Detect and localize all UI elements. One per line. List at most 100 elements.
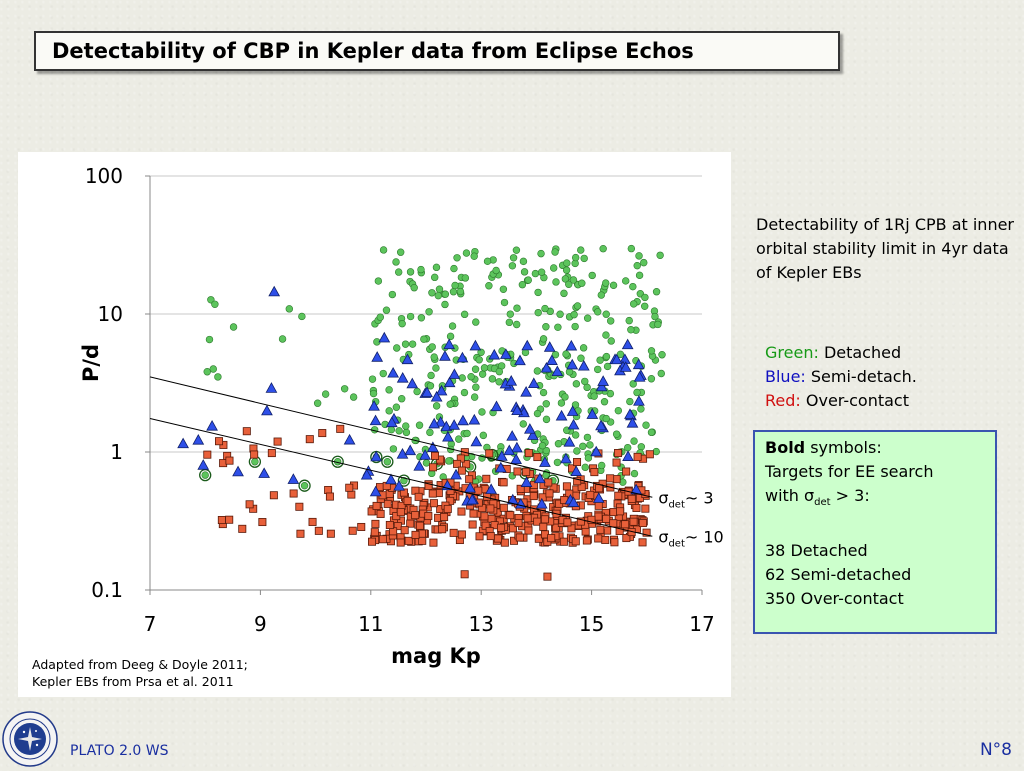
detached-point (432, 263, 441, 272)
over-contact-point (534, 534, 543, 543)
over-contact-point (308, 517, 317, 526)
detached-point (637, 405, 645, 413)
semi-detached-point (268, 285, 281, 297)
detached-point (657, 369, 665, 378)
legend-blue-key: Blue: (765, 367, 806, 386)
over-contact-point (428, 463, 437, 472)
semi-detached-point (404, 444, 417, 456)
semi-detached-point (488, 348, 501, 360)
detached-point (379, 369, 387, 378)
legend-green-key: Green: (765, 343, 819, 362)
semi-detached-point (369, 414, 382, 426)
over-contact-point (469, 509, 478, 518)
over-contact-point (305, 435, 314, 444)
over-contact-point (514, 518, 523, 527)
detached-point (471, 365, 480, 373)
detached-point (446, 332, 455, 341)
over-contact-point (524, 449, 533, 458)
over-contact-point (400, 526, 409, 535)
over-contact-point (633, 452, 642, 461)
detached-point (461, 274, 470, 282)
count-detached: 38 Detached (765, 541, 868, 561)
title-box: Detectability of CBP in Kepler data from… (34, 31, 840, 71)
semi-detached-point (378, 331, 391, 343)
detached-point-bold (383, 458, 392, 466)
x-axis-label: mag Kp (391, 644, 481, 668)
over-contact-point (571, 537, 580, 546)
over-contact-point (622, 467, 631, 476)
semi-detached-point (197, 459, 210, 470)
semi-detached-point (448, 419, 461, 430)
detached-point (581, 377, 589, 386)
semi-detached-point (406, 377, 419, 389)
detached-point (278, 335, 287, 343)
detached-point (420, 335, 428, 343)
detached-point (509, 254, 518, 262)
semi-detached-point (567, 496, 580, 507)
over-contact-point (493, 534, 502, 543)
detached-point-bold (251, 458, 259, 466)
semi-detached-point (610, 353, 623, 365)
over-contact-point (429, 499, 438, 508)
y-axis-label: P/d (79, 344, 103, 382)
over-contact-point (370, 528, 379, 537)
detached-point (594, 308, 602, 316)
semi-detached-point (369, 485, 382, 497)
detached-point (379, 246, 388, 254)
detached-point (385, 386, 393, 394)
detached-point (563, 259, 571, 267)
over-contact-point (516, 484, 525, 493)
detached-point (553, 458, 562, 467)
detached-point (658, 351, 666, 359)
detached-point (397, 395, 406, 403)
over-contact-point (601, 535, 610, 544)
detached-point (467, 373, 475, 381)
over-contact-point (474, 486, 483, 495)
footer-event: PLATO 2.0 WS (70, 743, 169, 759)
x-tick-label: 7 (144, 612, 157, 636)
over-contact-point (289, 489, 298, 498)
legend-red-text: Over-contact (805, 391, 909, 410)
detached-point (453, 254, 461, 262)
semi-detached-point (619, 361, 632, 372)
semi-detached-point (514, 354, 526, 366)
over-contact-point (393, 522, 402, 531)
detached-point (651, 312, 659, 321)
semi-detached-point (540, 361, 553, 373)
over-contact-point (622, 534, 631, 543)
semi-detached-point (419, 449, 431, 460)
detached-point (578, 279, 586, 287)
x-tick-label: 11 (358, 612, 383, 636)
over-contact-point (486, 504, 495, 513)
semi-detached-point (626, 417, 639, 428)
detached-point-bold-ring (397, 474, 411, 487)
detached-point (455, 435, 463, 443)
over-contact-point (457, 466, 466, 475)
detached-point (505, 318, 514, 327)
detached-point (647, 347, 656, 355)
over-contact-point (404, 536, 413, 545)
detached-point (531, 269, 540, 278)
detached-point (602, 414, 610, 423)
bold-box-line1: Targets for EE search (765, 462, 934, 481)
detached-point (431, 273, 439, 282)
detached-point (537, 268, 546, 276)
over-contact-point (406, 519, 415, 528)
detached-point (485, 282, 493, 290)
semi-detached-point (520, 476, 533, 487)
over-contact-point (457, 530, 466, 539)
detached-point (448, 322, 457, 330)
semi-detached-point (421, 386, 433, 398)
detached-point (551, 248, 559, 256)
semi-detached-point (413, 460, 426, 471)
detached-point (214, 373, 222, 381)
over-contact-point (424, 481, 433, 490)
semi-detached-point (442, 430, 454, 442)
over-contact-point (480, 512, 489, 521)
chart-description: Detectability of 1Rj CPB at inner orbita… (756, 215, 1015, 282)
detached-point (641, 293, 649, 302)
detached-point (432, 364, 440, 372)
over-contact-point (468, 520, 477, 529)
semi-detached-point (448, 368, 461, 379)
detached-point (588, 271, 596, 280)
